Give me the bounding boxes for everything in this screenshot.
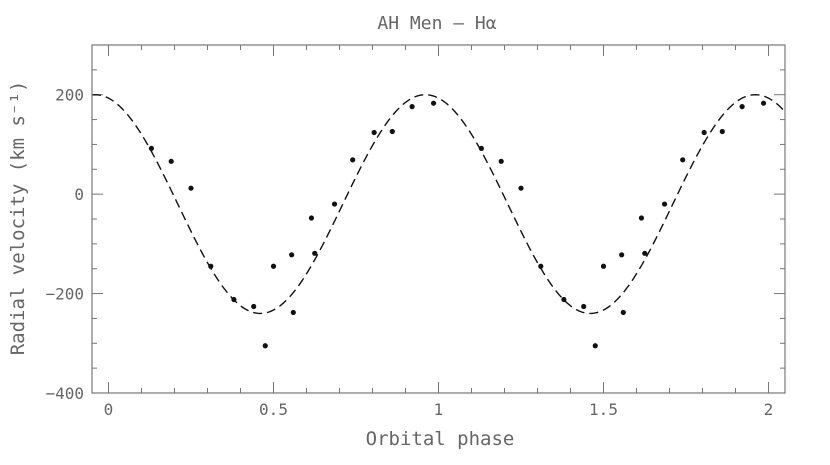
- data-point: [350, 157, 356, 163]
- data-point: [642, 250, 648, 256]
- data-point: [389, 128, 395, 135]
- data-points: [148, 100, 767, 349]
- y-tick-label: −400: [45, 384, 84, 403]
- data-point: [208, 263, 214, 269]
- data-point: [498, 158, 504, 164]
- data-point: [760, 100, 767, 106]
- plot-frame: [91, 44, 786, 394]
- y-axis-title: Radial velocity (km s⁻¹): [7, 81, 29, 356]
- x-tick-label: 1.5: [589, 400, 618, 419]
- data-point: [680, 157, 686, 163]
- data-point: [290, 309, 296, 316]
- data-point: [581, 303, 587, 310]
- data-point: [739, 104, 745, 110]
- data-point: [600, 263, 607, 269]
- data-point: [231, 296, 237, 303]
- data-point: [561, 296, 567, 303]
- chart-title: AH Men – Hα: [377, 13, 496, 34]
- data-point: [262, 343, 268, 349]
- data-point: [518, 185, 524, 191]
- data-point: [308, 215, 315, 221]
- x-tick-label: 0.5: [259, 400, 288, 419]
- data-point: [331, 201, 338, 207]
- sine-fit-curve: [91, 94, 786, 315]
- data-point: [251, 303, 257, 310]
- data-point: [620, 309, 626, 316]
- data-point: [619, 252, 625, 258]
- tick-labels: 0 0.5 1 1.5 2 −400 −200 0 200: [45, 86, 773, 419]
- data-point: [188, 185, 194, 191]
- data-point: [168, 158, 174, 164]
- x-tick-label: 2: [764, 400, 774, 419]
- x-tick-label: 1: [434, 400, 444, 419]
- data-point: [638, 215, 645, 221]
- x-axis-title: Orbital phase: [366, 428, 515, 450]
- data-point: [409, 104, 415, 110]
- axis-ticks: [92, 44, 785, 394]
- y-tick-label: 200: [55, 86, 84, 105]
- y-tick-label: −200: [45, 285, 84, 304]
- data-point: [148, 145, 154, 152]
- data-point: [371, 129, 377, 136]
- y-tick-label: 0: [74, 185, 84, 204]
- data-point: [478, 145, 484, 152]
- data-point: [661, 201, 668, 207]
- data-point: [289, 252, 295, 258]
- data-point: [701, 129, 707, 136]
- data-point: [312, 250, 318, 256]
- data-point: [592, 343, 598, 349]
- data-point: [538, 263, 544, 269]
- data-point: [719, 128, 725, 135]
- data-point: [430, 100, 437, 106]
- data-point: [270, 263, 277, 269]
- x-tick-label: 0: [104, 400, 114, 419]
